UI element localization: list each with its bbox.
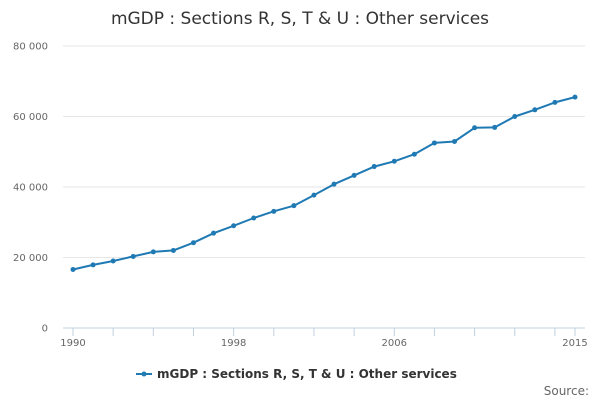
legend-label: mGDP : Sections R, S, T & U : Other serv…: [157, 367, 457, 381]
data-point: [572, 94, 578, 100]
legend[interactable]: mGDP : Sections R, S, T & U : Other serv…: [136, 367, 457, 381]
y-tick-label: 60 000: [13, 112, 48, 123]
x-tick-label: 1998: [221, 338, 246, 349]
x-tick-label: 2015: [562, 338, 587, 349]
data-point: [512, 114, 518, 119]
data-point: [90, 262, 96, 268]
data-point: [371, 164, 377, 170]
y-axis-tick-labels: 0 20 000 40 000 60 000 80 000: [13, 42, 48, 335]
data-point: [492, 124, 498, 130]
data-point: [70, 266, 76, 272]
data-point: [251, 215, 257, 221]
y-tick-label: 40 000: [13, 183, 48, 194]
data-point: [411, 151, 417, 157]
source-label: Source:: [544, 384, 589, 398]
chart-title: mGDP : Sections R, S, T & U : Other serv…: [111, 9, 489, 29]
series-layer: [70, 94, 578, 272]
y-tick-label: 0: [42, 324, 48, 335]
y-tick-label: 80 000: [13, 42, 48, 53]
data-point: [211, 230, 217, 236]
data-point: [271, 208, 277, 214]
data-point: [231, 223, 237, 229]
data-point: [331, 181, 337, 187]
data-point: [190, 240, 196, 246]
data-point: [552, 99, 558, 105]
x-tick-label: 1990: [60, 338, 85, 349]
x-tick-label: 2006: [382, 338, 407, 349]
data-point: [311, 192, 317, 198]
data-point: [291, 203, 297, 209]
data-point: [130, 253, 136, 259]
legend-marker-swatch: [141, 371, 147, 377]
data-point: [150, 249, 156, 255]
data-point: [170, 247, 176, 253]
data-point: [472, 125, 478, 131]
data-point: [431, 140, 437, 146]
series-line: [72, 96, 576, 271]
y-tick-label: 20 000: [13, 253, 48, 264]
data-point: [532, 107, 538, 113]
x-axis-ticks: 1990 1998 2006 2015: [60, 328, 588, 349]
data-point: [452, 139, 458, 145]
data-point: [391, 158, 397, 164]
data-point: [110, 258, 116, 264]
data-point: [351, 172, 357, 178]
grid-lines: [63, 45, 585, 258]
